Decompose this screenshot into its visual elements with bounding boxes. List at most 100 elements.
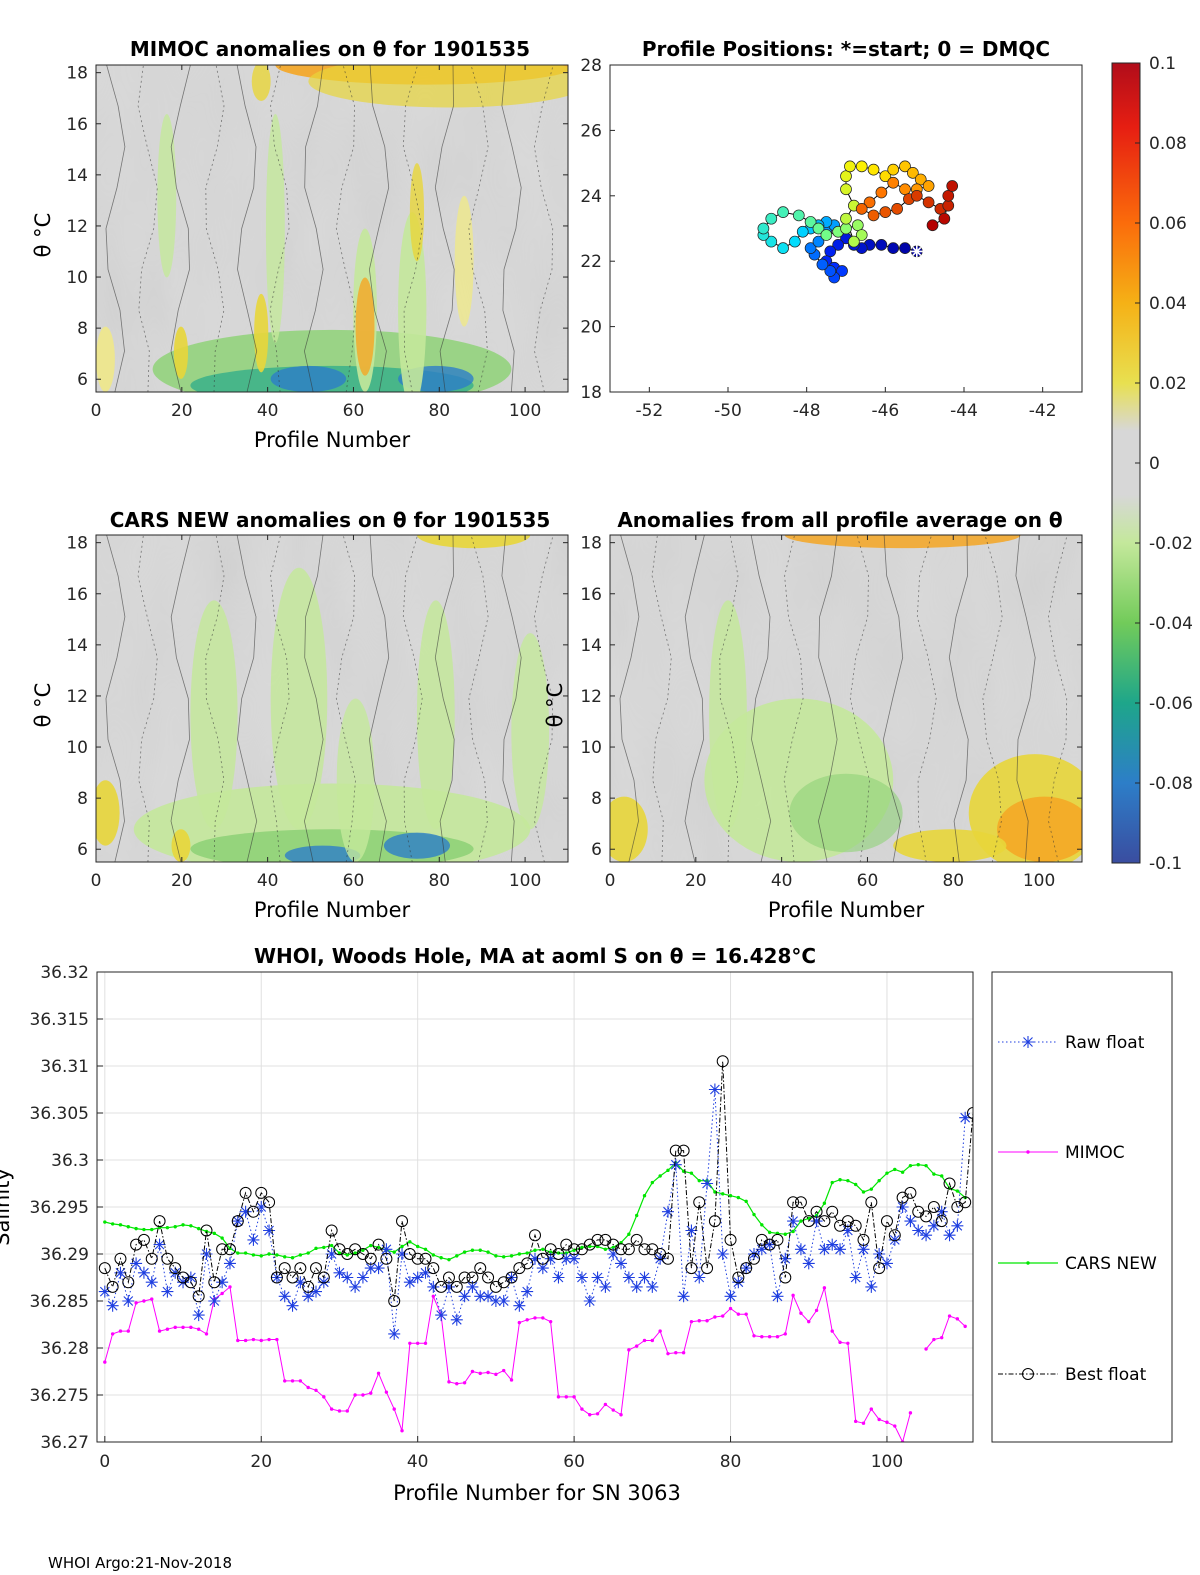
data-point-best-float (474, 1262, 487, 1275)
data-point-mimoc (611, 1408, 615, 1412)
profile-position-marker (765, 235, 778, 248)
data-point-cars-new (345, 1253, 349, 1257)
data-point-cars-new (392, 1250, 396, 1254)
data-point-cars-new (634, 1213, 639, 1218)
legend-swatch-marker (1026, 1150, 1030, 1154)
y-tick-label: 14 (66, 636, 88, 656)
data-point-cars-new (658, 1174, 662, 1178)
data-point-raw-float (810, 1215, 823, 1228)
data-point-cars-new (314, 1246, 318, 1251)
data-point-raw-float (529, 1252, 541, 1265)
data-point-mimoc (947, 1314, 952, 1318)
data-point-cars-new (736, 1195, 741, 1200)
data-point-mimoc (517, 1320, 522, 1325)
data-point-best-float (435, 1280, 448, 1293)
data-point-cars-new (220, 1236, 224, 1240)
profile-position-marker (789, 235, 801, 248)
data-point-cars-new (924, 1163, 928, 1168)
y-tick-label: 8 (591, 789, 602, 809)
profile-position-marker (922, 180, 935, 192)
data-point-cars-new (298, 1253, 303, 1257)
data-point-best-float (137, 1233, 150, 1246)
y-tick-label: 22 (580, 252, 602, 272)
data-point-best-float (967, 1107, 973, 1119)
positions-axes: -52 -50 -48 -46 -44 -42 18 20 22 24 26 28 (580, 56, 1056, 421)
profile-position-marker (879, 170, 892, 183)
data-point-mimoc (103, 1360, 107, 1364)
profile-position-marker (777, 206, 789, 218)
anomaly-patch (173, 326, 189, 379)
data-point-mimoc (525, 1318, 529, 1322)
data-point-best-float (677, 1144, 690, 1157)
salinity-axes: 0 20 40 60 80 100 36.27 36.275 36.28 36.285 36.29 3… (30, 963, 904, 1472)
data-point-cars-new (533, 1248, 537, 1252)
data-point-raw-float (450, 1313, 463, 1326)
data-point-mimoc (642, 1338, 647, 1343)
data-point-raw-float (779, 1252, 792, 1265)
data-point-cars-new (728, 1194, 733, 1198)
data-point-best-float (622, 1243, 635, 1256)
data-point-best-float (482, 1271, 495, 1284)
y-tick-label: 8 (77, 319, 88, 339)
data-point-cars-new (431, 1253, 436, 1257)
data-point-cars-new (713, 1190, 717, 1194)
anomaly-patch (383, 832, 450, 859)
data-point-cars-new (212, 1231, 217, 1236)
data-point-best-float (724, 1233, 737, 1246)
data-point-raw-float (693, 1271, 706, 1284)
data-point-cars-new (885, 1171, 889, 1175)
anomaly-patch (789, 773, 903, 853)
y-tick-label: 10 (66, 268, 88, 288)
data-point-cars-new (940, 1174, 944, 1178)
data-point-best-float (794, 1196, 807, 1209)
data-point-cars-new (134, 1226, 138, 1231)
data-point-mimoc (400, 1429, 404, 1433)
contour-line (236, 535, 258, 862)
data-point-raw-float (247, 1233, 260, 1246)
contour-line (750, 535, 772, 862)
data-point-best-float (661, 1252, 674, 1265)
x-tick-label: -52 (635, 401, 663, 421)
data-point-mimoc (243, 1338, 248, 1343)
profile-position-marker (899, 242, 911, 254)
data-point-raw-float (622, 1271, 635, 1284)
data-point-mimoc (807, 1319, 811, 1324)
profile-position-marker (832, 239, 844, 251)
profile-position-marker (887, 176, 900, 189)
data-point-best-float (294, 1262, 307, 1275)
data-point-mimoc (314, 1388, 318, 1393)
data-point-mimoc (353, 1393, 357, 1397)
data-point-raw-float (130, 1257, 143, 1270)
data-point-mimoc (251, 1337, 256, 1342)
contour-line (269, 535, 290, 862)
data-point-raw-float (380, 1243, 393, 1256)
data-point-mimoc (666, 1351, 670, 1356)
allavg-axes: 0 20 40 60 80 100 6 8 10 12 14 16 18 (580, 534, 1082, 891)
x-tick-label: 60 (563, 1452, 585, 1472)
data-point-raw-float (935, 1205, 948, 1218)
data-point-best-float (106, 1280, 119, 1293)
contour-line (402, 65, 423, 392)
data-point-cars-new (893, 1167, 897, 1172)
data-point-best-float (278, 1262, 291, 1275)
data-point-cars-new (486, 1250, 490, 1254)
y-tick-label: 14 (580, 636, 602, 656)
data-point-cars-new (322, 1245, 326, 1250)
profile-position-marker (824, 245, 837, 258)
x-tick-label: 100 (871, 1452, 903, 1472)
x-tick-label: 80 (720, 1452, 742, 1472)
data-point-mimoc (885, 1420, 889, 1424)
contour-line (501, 535, 522, 862)
data-point-mimoc (619, 1413, 623, 1417)
data-point-mimoc (697, 1319, 701, 1323)
y-tick-label: 16 (580, 585, 602, 605)
data-point-raw-float (536, 1262, 549, 1275)
data-point-best-float (904, 1186, 917, 1199)
profile-position-marker (942, 199, 955, 212)
profile-position-marker (879, 206, 892, 218)
data-point-mimoc (462, 1381, 467, 1385)
data-point-raw-float (255, 1201, 268, 1213)
x-tick-label: 80 (428, 401, 450, 421)
allavg-xlabel: Profile Number (768, 898, 925, 922)
data-point-mimoc (674, 1351, 678, 1355)
